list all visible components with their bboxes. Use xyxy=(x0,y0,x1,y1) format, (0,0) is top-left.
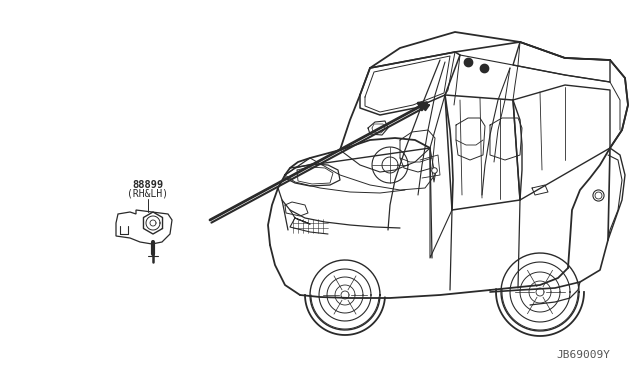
Text: JB69009Y: JB69009Y xyxy=(556,350,610,360)
Text: 88899: 88899 xyxy=(132,180,164,190)
Text: (RH&LH): (RH&LH) xyxy=(127,189,168,199)
